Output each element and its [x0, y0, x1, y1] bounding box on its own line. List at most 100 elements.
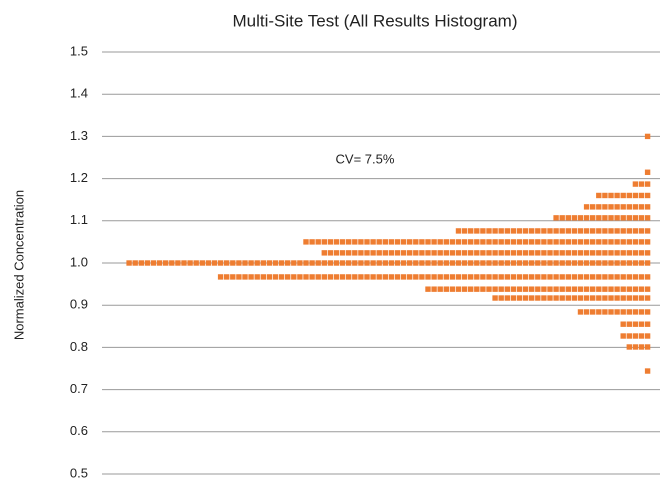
dot: [291, 260, 297, 266]
dot: [620, 192, 626, 199]
dot: [583, 274, 590, 280]
dot: [602, 260, 608, 266]
dot: [602, 204, 608, 210]
dot: [364, 260, 370, 266]
dot: [504, 260, 510, 266]
dot: [242, 274, 248, 280]
dot: [455, 260, 462, 266]
dot: [571, 274, 578, 280]
dot: [388, 274, 395, 280]
dot: [407, 274, 413, 280]
dot: [632, 321, 639, 327]
dot: [504, 274, 510, 280]
dot: [626, 192, 632, 199]
y-tick-label: 1.2: [70, 170, 88, 185]
dot: [510, 260, 517, 266]
dot: [553, 239, 559, 245]
dot: [431, 274, 437, 280]
dot: [461, 250, 468, 256]
dot: [400, 250, 407, 256]
dot: [315, 274, 321, 280]
dot: [638, 295, 645, 301]
dot: [407, 239, 413, 245]
dot-row: [644, 133, 651, 140]
dot: [492, 286, 498, 292]
dot: [596, 295, 602, 301]
dot: [413, 274, 419, 280]
dot: [394, 250, 401, 256]
dot: [602, 192, 608, 199]
dot: [150, 260, 157, 266]
dot: [626, 204, 632, 210]
dot: [632, 239, 639, 245]
dot: [565, 215, 571, 221]
dot: [339, 239, 346, 245]
dot: [333, 239, 340, 245]
dot: [339, 250, 346, 256]
dot: [474, 250, 480, 256]
dot: [602, 250, 608, 256]
dot: [437, 239, 443, 245]
dot: [260, 260, 266, 266]
dot: [510, 228, 517, 234]
dot: [449, 274, 456, 280]
dot: [394, 274, 401, 280]
dot: [626, 309, 632, 315]
dot: [644, 309, 651, 315]
dot: [644, 239, 651, 245]
dot: [577, 250, 584, 256]
dot: [632, 295, 639, 301]
dot: [644, 260, 651, 266]
dot-row: [217, 274, 651, 280]
dot: [370, 239, 376, 245]
dot: [596, 204, 602, 210]
dot-row: [455, 228, 651, 234]
dot: [553, 295, 559, 301]
dot: [602, 228, 608, 234]
dot: [126, 260, 132, 266]
dot: [590, 250, 596, 256]
dot: [620, 250, 626, 256]
dot: [541, 250, 547, 256]
dot: [242, 260, 248, 266]
dot: [638, 321, 645, 327]
dot: [602, 309, 608, 315]
dot: [492, 228, 498, 234]
dot: [577, 228, 584, 234]
dot: [486, 239, 492, 245]
dot: [620, 321, 626, 327]
dot: [504, 239, 510, 245]
dot: [638, 309, 645, 315]
dot: [583, 286, 590, 292]
dot: [303, 239, 309, 245]
dot: [547, 286, 553, 292]
dot: [449, 239, 456, 245]
dot: [522, 295, 529, 301]
dot: [638, 204, 645, 210]
dot: [644, 181, 651, 187]
dot: [522, 250, 529, 256]
dot: [504, 295, 510, 301]
dot: [638, 250, 645, 256]
dot: [480, 274, 486, 280]
dot-row: [425, 286, 651, 292]
dot: [620, 260, 626, 266]
dot: [498, 250, 504, 256]
dot: [522, 239, 529, 245]
dot-row: [596, 192, 651, 199]
dot: [577, 274, 584, 280]
dot: [583, 250, 590, 256]
dot: [626, 250, 632, 256]
dot: [455, 286, 462, 292]
dot: [468, 228, 474, 234]
dot: [181, 260, 187, 266]
dot: [364, 239, 370, 245]
dot: [535, 228, 541, 234]
dot: [400, 274, 407, 280]
dot: [468, 286, 474, 292]
dot: [498, 260, 504, 266]
dot: [516, 250, 523, 256]
y-tick-label: 1.4: [70, 86, 88, 101]
dot: [644, 133, 651, 140]
dot: [492, 250, 498, 256]
